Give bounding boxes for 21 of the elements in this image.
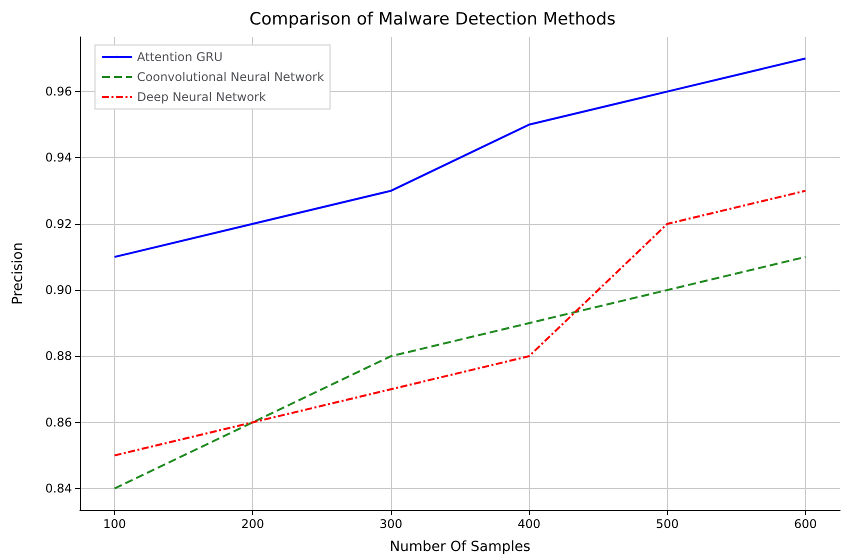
legend-label: Coonvolutional Neural Network: [137, 70, 324, 84]
x-tick-label: 600: [794, 517, 817, 531]
x-tick-label: 100: [103, 517, 126, 531]
y-tick-label: 0.92: [45, 216, 72, 231]
y-axis-title: Precision: [10, 242, 26, 305]
y-tick-label: 0.88: [45, 349, 72, 364]
x-tick-label: 400: [518, 517, 541, 531]
line-series: [114, 256, 806, 490]
y-tick-label: 0.86: [45, 415, 72, 430]
x-tick-label: 200: [241, 517, 264, 531]
y-tick-label: 0.84: [45, 482, 72, 496]
x-tick-label: 500: [656, 517, 679, 531]
legend-label: Attention GRU: [137, 50, 223, 64]
y-tick-label: 0.96: [45, 84, 72, 99]
y-tick-label: 0.90: [45, 283, 72, 298]
y-tick-label: 0.94: [45, 150, 72, 165]
x-tick-label: 300: [379, 517, 402, 531]
line-series: [114, 190, 806, 456]
chart-title: Comparison of Malware Detection Methods: [249, 10, 616, 30]
x-axis-title: Number Of Samples: [390, 539, 530, 555]
legend-label: Deep Neural Network: [137, 90, 266, 104]
